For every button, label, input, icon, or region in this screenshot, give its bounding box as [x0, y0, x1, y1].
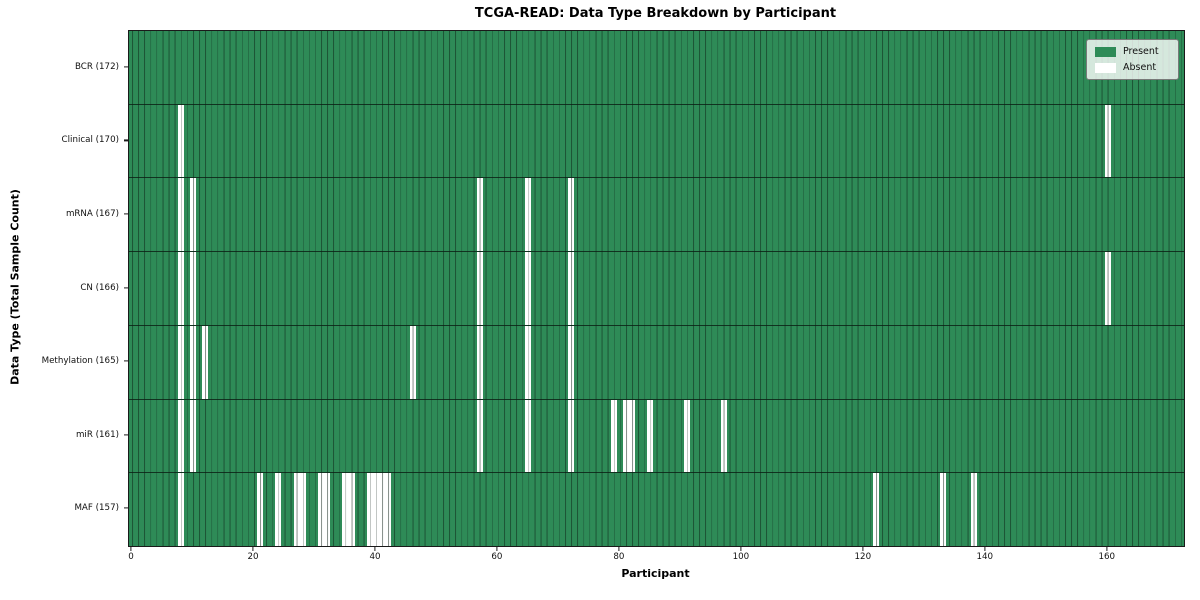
y-axis-ticks: BCR (172) Clinical (170) mRNA (167) CN (166… — [0, 30, 128, 545]
legend: Present Absent — [1086, 39, 1179, 80]
heatmap-row — [129, 177, 1184, 252]
absent-cell — [177, 252, 184, 325]
absent-cell — [409, 325, 416, 399]
absent-cell — [324, 473, 331, 547]
absent-cell — [525, 252, 532, 325]
y-tick-label: BCR (172) — [74, 61, 119, 72]
absent-cell — [299, 473, 306, 547]
absent-cell — [970, 473, 977, 547]
absent-cell — [1104, 252, 1111, 325]
x-tick-label: 80 — [613, 552, 625, 562]
x-tick-mark — [740, 546, 742, 551]
absent-cell — [189, 325, 197, 399]
x-tick-mark — [252, 546, 254, 551]
x-tick-mark — [618, 546, 620, 551]
absent-cell — [720, 399, 727, 473]
absent-cell — [525, 399, 532, 473]
heatmap-row — [129, 31, 1184, 104]
y-tick-label: mRNA (167) — [65, 208, 119, 219]
y-tick-label: MAF (157) — [74, 503, 119, 514]
y-tick-mark — [124, 286, 128, 289]
x-tick-label: 160 — [1098, 552, 1116, 562]
absent-cell — [177, 399, 184, 473]
y-tick-mark — [124, 434, 128, 436]
absent-cell — [275, 473, 282, 547]
absent-cell — [568, 399, 575, 473]
absent-cell — [257, 473, 264, 547]
x-tick-label: 100 — [732, 552, 750, 562]
x-tick-label: 20 — [247, 552, 259, 562]
absent-cell — [525, 178, 532, 252]
chart-title: TCGA-READ: Data Type Breakdown by Partic… — [474, 6, 837, 21]
x-tick-mark — [496, 546, 498, 551]
absent-cell — [476, 252, 483, 325]
x-tick-label: 120 — [854, 552, 872, 562]
y-tick-label: Methylation (165) — [41, 356, 119, 367]
y-tick-mark — [124, 66, 128, 68]
absent-cell — [348, 473, 355, 547]
absent-cell — [177, 473, 184, 547]
heatmap-row — [129, 324, 1184, 399]
absent-cell — [189, 178, 197, 252]
absent-cell — [189, 399, 197, 473]
legend-swatch-present — [1095, 46, 1116, 57]
y-tick-mark — [124, 360, 128, 362]
absent-cell — [476, 399, 483, 473]
x-tick-label: 0 — [128, 552, 134, 562]
absent-cell — [629, 399, 636, 473]
x-axis-label: Participant — [621, 567, 690, 580]
absent-cell — [940, 473, 947, 547]
absent-cell — [476, 325, 483, 399]
legend-item-present: Present — [1095, 46, 1170, 57]
absent-cell — [202, 325, 209, 399]
x-tick-mark — [862, 546, 864, 551]
heatmap-row — [129, 103, 1184, 178]
y-tick-mark — [124, 139, 128, 141]
heatmap-row — [129, 398, 1184, 473]
x-tick-label: 40 — [369, 552, 381, 562]
absent-cell — [189, 252, 197, 325]
legend-item-absent: Absent — [1095, 62, 1170, 73]
absent-cell — [872, 473, 880, 547]
heatmap-rows — [129, 31, 1184, 547]
absent-cell — [177, 178, 184, 252]
x-axis-ticks: 0 20 40 60 80 100 120 140 160 — [128, 545, 1183, 575]
absent-cell — [476, 178, 483, 252]
x-tick-mark — [130, 546, 132, 551]
y-tick-label: Clinical (170) — [61, 135, 119, 146]
absent-cell — [568, 325, 575, 399]
absent-cell — [1104, 104, 1111, 178]
y-tick-label: CN (166) — [80, 282, 119, 293]
y-tick-mark — [124, 507, 128, 509]
x-tick-label: 60 — [491, 552, 503, 562]
legend-swatch-absent — [1095, 62, 1116, 73]
x-tick-label: 140 — [976, 552, 994, 562]
legend-label: Absent — [1123, 62, 1157, 73]
x-tick-mark — [984, 546, 986, 551]
absent-cell — [177, 104, 184, 178]
absent-cell — [385, 473, 392, 547]
heatmap-row — [129, 472, 1184, 547]
x-tick-mark — [374, 546, 376, 551]
absent-cell — [610, 399, 617, 473]
absent-cell — [647, 399, 654, 473]
absent-cell — [568, 252, 575, 325]
y-tick-mark — [124, 213, 128, 215]
legend-label: Present — [1123, 46, 1159, 57]
y-tick-label: miR (161) — [75, 429, 119, 440]
absent-cell — [683, 399, 691, 473]
plot-area: Present Absent — [128, 30, 1185, 547]
absent-cell — [568, 178, 575, 252]
absent-cell — [177, 325, 184, 399]
absent-cell — [525, 325, 532, 399]
heatmap-row — [129, 251, 1184, 325]
x-tick-mark — [1106, 546, 1108, 551]
